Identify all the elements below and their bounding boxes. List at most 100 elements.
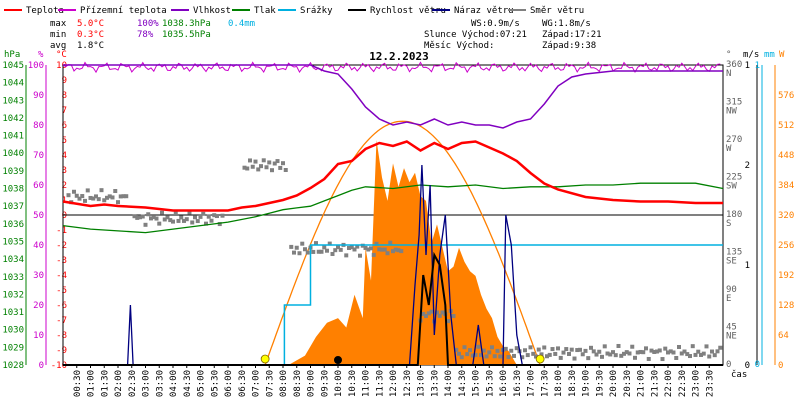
wind-direction-point [110,195,115,200]
unit-mm: mm [764,50,775,60]
temp-tick-label: 2 [62,181,67,191]
wind-direction-point [602,344,607,349]
wind-direction-point [564,347,569,352]
wind-direction-point [149,216,153,221]
unit-hpa: hPa [4,50,20,60]
wind-direction-point [165,215,170,220]
wind-direction-point [138,215,142,220]
stats-sun-set: Západ:17:21 [542,30,602,40]
temp-tick-label: -2 [56,241,67,251]
wind-direction-point [259,164,263,169]
wind-direction-point [162,217,167,222]
wm2-tick-label: 448 [778,151,794,161]
wind-direction-point [649,348,654,353]
wind-direction-point [641,350,646,355]
wind-direction-point [688,354,692,359]
hpa-tick-label: 1043 [2,96,24,106]
legend: Teplota Přízemní teplota Vlhkost Tlak Srážky… [4,6,584,16]
legend-label: Přízemní teplota [80,6,167,16]
pressure-line [62,182,724,234]
wind-direction-point [622,351,626,356]
pct-tick-label: 50 [33,211,44,221]
stats-avg-temp: 1.8°C [77,41,104,51]
x-tick-label: 10:00 [334,370,344,397]
wind-direction-point [85,188,90,193]
wind-direction-point [248,158,252,163]
wind-direction-point [534,354,538,359]
temp-tick-label: 9 [62,76,67,86]
x-tick-label: 07:00 [252,370,262,397]
ms-tick-label: 0 [745,361,750,371]
wind-direction-point [429,309,434,314]
stats-max-label: max [50,19,67,29]
ms-tick-label: 2 [745,161,750,171]
wind-direction-point [600,354,604,359]
hpa-tick-label: 1042 [2,114,24,124]
wind-direction-point [333,248,338,253]
pct-tick-label: 10 [33,331,44,341]
wind-direction-point [275,159,280,164]
dir-compass-label: NE [726,332,737,342]
wind-direction-point [300,241,305,246]
hpa-tick-label: 1029 [2,343,24,353]
wind-direction-point [468,348,472,353]
wind-direction-point [704,344,709,349]
pct-tick-label: 60 [33,181,44,191]
wind-direction-point [336,245,340,250]
x-tick-label: 02:30 [128,370,138,397]
x-tick-label: 10:30 [348,370,358,397]
stats-min-temp: 0.3°C [77,30,104,40]
pct-tick-label: 100 [28,61,44,71]
dir-compass-label: N [726,69,731,79]
wind-direction-point [388,240,393,245]
x-tick-label: 21:30 [650,370,660,397]
stats-avg-label: avg [50,41,66,51]
wind-direction-point [99,188,104,193]
wind-direction-point [567,351,571,356]
wind-direction-point [465,352,470,357]
stats-block: max 5.0°C 100% 1038.3hPa 0.4mm min 0.3°C… [50,19,602,51]
wind-direction-point [220,213,225,218]
wm2-tick-label: 256 [778,241,794,251]
x-tick-label: 21:00 [637,370,647,397]
wind-direction-point [558,355,563,360]
wind-direction-point [682,349,687,354]
x-tick-label: 20:30 [623,370,633,397]
wind-direction-point [693,352,698,357]
wind-direction-point [107,194,112,199]
dir-tick-label: 90 [726,285,737,295]
wind-direction-point [316,249,321,254]
temp-tick-label: 10 [56,61,67,71]
hpa-tick-label: 1028 [2,361,24,371]
pct-tick-label: 80 [33,121,44,131]
wind-direction-point [396,248,401,253]
x-tick-label: 08:30 [293,370,303,397]
wind-direction-point [644,346,648,351]
dir-tick-label: 315 [726,98,742,108]
wind-direction-point [187,210,192,215]
wind-direction-point [696,349,701,354]
moon-marker [334,356,342,364]
wind-direction-point [624,350,629,355]
wind-direction-point [179,215,184,220]
hpa-tick-label: 1041 [2,132,24,142]
dir-tick-label: 225 [726,173,742,183]
wind-direction-point [267,160,272,165]
hpa-tick-label: 1033 [2,273,24,283]
temp-tick-label: -5 [56,286,67,296]
wind-direction-point [619,353,624,358]
wind-direction-point [327,241,332,246]
wind-direction-point [91,196,96,201]
x-tick-label: 12:00 [389,370,399,397]
x-axis-label: čas [731,369,747,380]
stats-min-press: 1035.5hPa [162,30,211,40]
temp-tick-label: 7 [62,106,67,116]
temp-tick-label: 4 [62,151,67,161]
wind-direction-point [633,355,637,360]
wind-direction-point [630,344,635,349]
ms-top-tick-label: 1 [745,61,750,71]
x-tick-label: 17:30 [540,370,550,397]
wind-direction-point [591,349,596,354]
wind-direction-point [198,214,203,219]
